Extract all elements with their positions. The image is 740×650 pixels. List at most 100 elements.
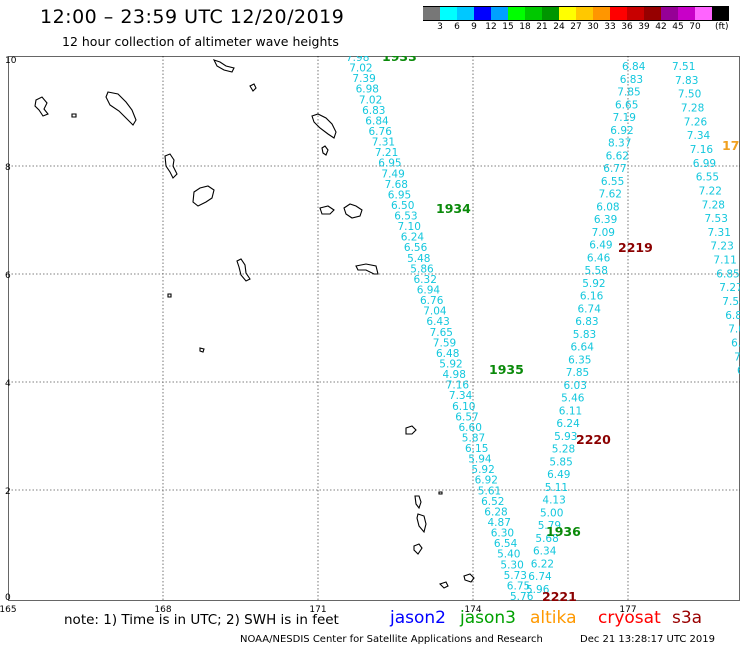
legend-cryosat: cryosat <box>598 608 661 628</box>
colorbar-label: 70 <box>689 22 701 32</box>
colorbar-swatch <box>491 6 508 21</box>
swh-value: 6.28 <box>484 507 507 519</box>
island-outline <box>249 83 257 92</box>
island-outline <box>71 113 77 118</box>
swh-value: 6.54 <box>494 538 518 550</box>
swh-value: 7.34 <box>449 390 473 402</box>
footnote: note: 1) Time is in UTC; 2) SWH is in fe… <box>64 612 339 628</box>
swh-value: 7.10 <box>398 221 421 233</box>
swh-value: 6.60 <box>459 422 482 434</box>
map-svg: 7.987.027.396.987.026.836.846.767.317.21… <box>8 56 740 601</box>
y-tick-label: 10 <box>5 56 17 66</box>
swh-value: 8.37 <box>608 138 631 150</box>
colorbar-label: 18 <box>519 22 531 32</box>
swh-value: 6.52 <box>481 496 504 508</box>
colorbar-label: 6 <box>454 22 460 32</box>
swh-value: 6.03 <box>564 380 587 392</box>
swh-value: 6.95 <box>388 189 411 201</box>
swh-value: 6.30 <box>491 528 514 540</box>
colorbar-swatch <box>627 6 644 21</box>
swh-value: 6.55 <box>696 172 719 184</box>
island-outline <box>438 581 449 589</box>
swh-value: 6.57 <box>455 411 478 423</box>
swh-value: 7.16 <box>446 380 470 392</box>
swh-value: 7. <box>734 351 740 363</box>
swh-value: 4.98 <box>443 369 466 381</box>
swh-value: 7.85 <box>566 367 589 379</box>
swh-value: 6.53 <box>394 211 417 223</box>
swh-value: 7.26 <box>684 116 708 128</box>
swh-value: 6.83 <box>362 105 385 117</box>
x-tick-label: 171 <box>309 605 327 615</box>
pass-label: 2220 <box>576 432 611 447</box>
swh-value: 7.04 <box>423 306 447 318</box>
swh-value: 7.11 <box>713 255 736 267</box>
swh-value: 6.65 <box>615 99 638 111</box>
colorbar-unit: (ft) <box>715 22 729 32</box>
swh-value: 6.4 <box>731 338 740 350</box>
swh-value: 6.16 <box>580 291 604 303</box>
swh-value: 6.49 <box>547 469 570 481</box>
swh-value: 7.0 <box>728 324 740 336</box>
colorbar-label: 15 <box>502 22 514 32</box>
swh-value: 6.11 <box>559 405 582 417</box>
swh-value: 6.76 <box>420 295 444 307</box>
swh-value: 7.02 <box>359 94 382 106</box>
swh-value: 7.54 <box>722 296 740 308</box>
swh-value: 6.22 <box>531 559 554 571</box>
swh-value: 4.87 <box>488 517 511 529</box>
map-title: 12:00 – 23:59 UTC 12/20/2019 <box>40 6 345 28</box>
swh-value: 7.83 <box>675 75 698 87</box>
swh-value: 7.09 <box>592 227 615 239</box>
swh-value: 6.76 <box>369 126 393 138</box>
swh-value: 6.77 <box>603 163 626 175</box>
swh-value: 5.92 <box>439 359 462 371</box>
swh-value: 7.68 <box>385 179 408 191</box>
swh-value: 6. <box>737 365 740 377</box>
x-tick-label: 165 <box>0 605 17 615</box>
swh-value: 6.10 <box>452 401 475 413</box>
swh-value: 6.85 <box>716 268 739 280</box>
colorbar-swatch <box>678 6 695 21</box>
swh-value: 7.31 <box>708 227 731 239</box>
colorbar-label: 12 <box>485 22 497 32</box>
x-tick-label: 177 <box>619 605 637 615</box>
swh-value: 6.84 <box>622 61 646 73</box>
swh-value: 7.51 <box>672 61 695 73</box>
pass-label: 2219 <box>618 240 653 255</box>
swh-value: 6.46 <box>587 252 611 264</box>
legend-s3a: s3a <box>672 608 703 628</box>
island-outline <box>212 59 235 73</box>
swh-value: 7.34 <box>687 130 711 142</box>
colorbar-label: 45 <box>672 22 684 32</box>
swh-value: 7.53 <box>705 213 728 225</box>
colorbar-swatch <box>542 6 559 21</box>
swh-value: 5.87 <box>462 433 485 445</box>
pass-label: 17 <box>722 138 739 153</box>
swh-value: 5.30 <box>500 559 523 571</box>
swh-value: 6.8 <box>725 310 740 322</box>
swh-value: 5.83 <box>573 329 596 341</box>
pass-label: 1935 <box>489 362 524 377</box>
legend-altika: altika <box>530 608 577 628</box>
x-tick-label: 168 <box>154 605 172 615</box>
colorbar-label: 36 <box>621 22 633 32</box>
swh-value: 5.46 <box>561 393 585 405</box>
island-outline <box>199 347 205 353</box>
swh-value: 6.24 <box>401 232 425 244</box>
swh-value: 6.94 <box>417 285 441 297</box>
swh-value: 6.55 <box>601 176 624 188</box>
colorbar-swatch <box>712 6 729 21</box>
colorbar-label: 39 <box>638 22 650 32</box>
swh-value: 7.85 <box>617 87 640 99</box>
island-outline <box>343 203 363 219</box>
swh-value: 5.94 <box>468 454 492 466</box>
swh-value: 5.73 <box>504 570 527 582</box>
island-outline <box>416 513 427 534</box>
pass-label: 1933 <box>382 56 417 64</box>
swh-value: 6.50 <box>391 200 414 212</box>
colorbar-swatch <box>593 6 610 21</box>
island-outline <box>105 91 137 126</box>
swh-value: 6.98 <box>356 84 379 96</box>
